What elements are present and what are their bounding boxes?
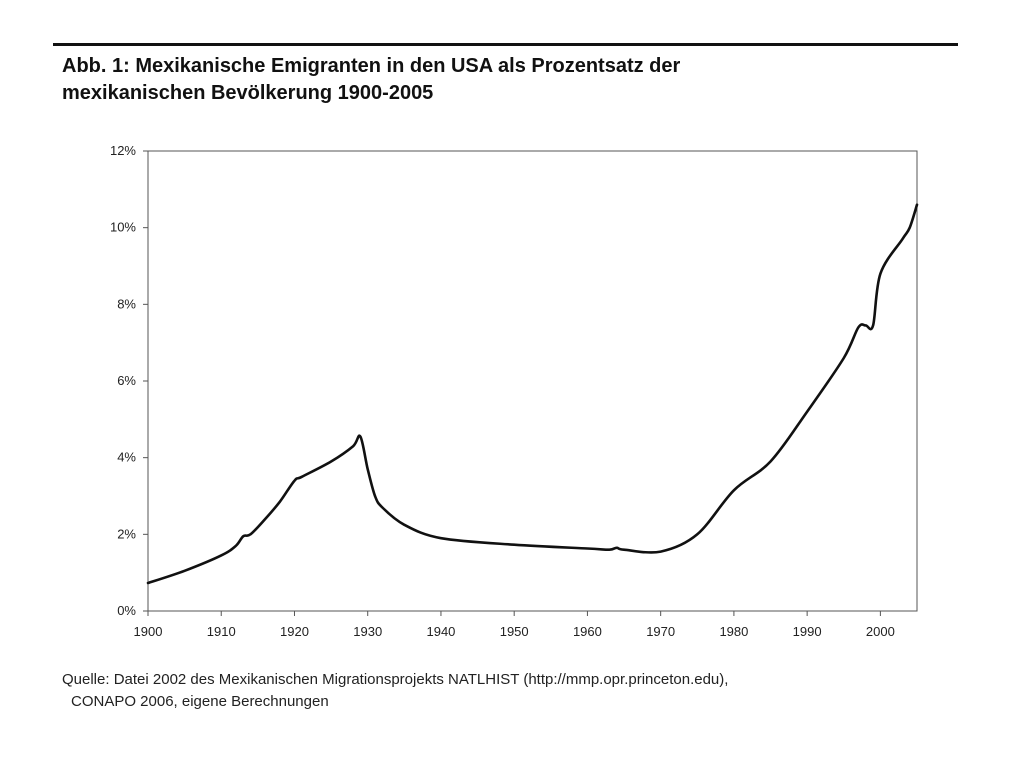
source-note: Quelle: Datei 2002 des Mexikanischen Mig… xyxy=(62,669,962,713)
figure-title: Abb. 1: Mexikanische Emigranten in den U… xyxy=(62,53,942,107)
y-tick-label: 2% xyxy=(117,526,136,541)
x-tick-label: 1920 xyxy=(280,624,309,639)
x-tick-label: 1980 xyxy=(719,624,748,639)
y-tick-label: 8% xyxy=(117,296,136,311)
y-axis-ticks: 0% 2% 4% 6% 8% 10% 12% xyxy=(110,143,148,618)
x-tick-label: 1950 xyxy=(500,624,529,639)
plot-frame xyxy=(147,150,918,612)
y-tick-label: 6% xyxy=(117,373,136,388)
plot-border xyxy=(147,150,918,612)
x-tick-label: 1970 xyxy=(646,624,675,639)
x-tick-label: 1960 xyxy=(573,624,602,639)
x-tick-label: 1910 xyxy=(207,624,236,639)
x-tick-label: 2000 xyxy=(866,624,895,639)
x-tick-label: 1900 xyxy=(134,624,163,639)
y-tick-label: 0% xyxy=(117,603,136,618)
source-line-1: Quelle: Datei 2002 des Mexikanischen Mig… xyxy=(62,671,729,688)
top-rule xyxy=(53,43,958,46)
figure-title-line-2: mexikanischen Bevölkerung 1900-2005 xyxy=(62,82,434,104)
series-layer xyxy=(146,203,919,585)
series-line xyxy=(146,203,919,585)
x-tick-label: 1930 xyxy=(353,624,382,639)
y-tick-label: 12% xyxy=(110,143,136,158)
figure-title-line-1: Abb. 1: Mexikanische Emigranten in den U… xyxy=(62,55,681,77)
x-tick-label: 1940 xyxy=(426,624,455,639)
y-tick-label: 10% xyxy=(110,220,136,235)
x-tick-label: 1990 xyxy=(793,624,822,639)
x-axis-ticks: 1900 1910 1920 1930 1940 1950 1960 1970 1980 1990… xyxy=(134,611,895,639)
source-line-2: CONAPO 2006, eigene Berechnungen xyxy=(71,693,329,710)
y-tick-label: 4% xyxy=(117,450,136,465)
